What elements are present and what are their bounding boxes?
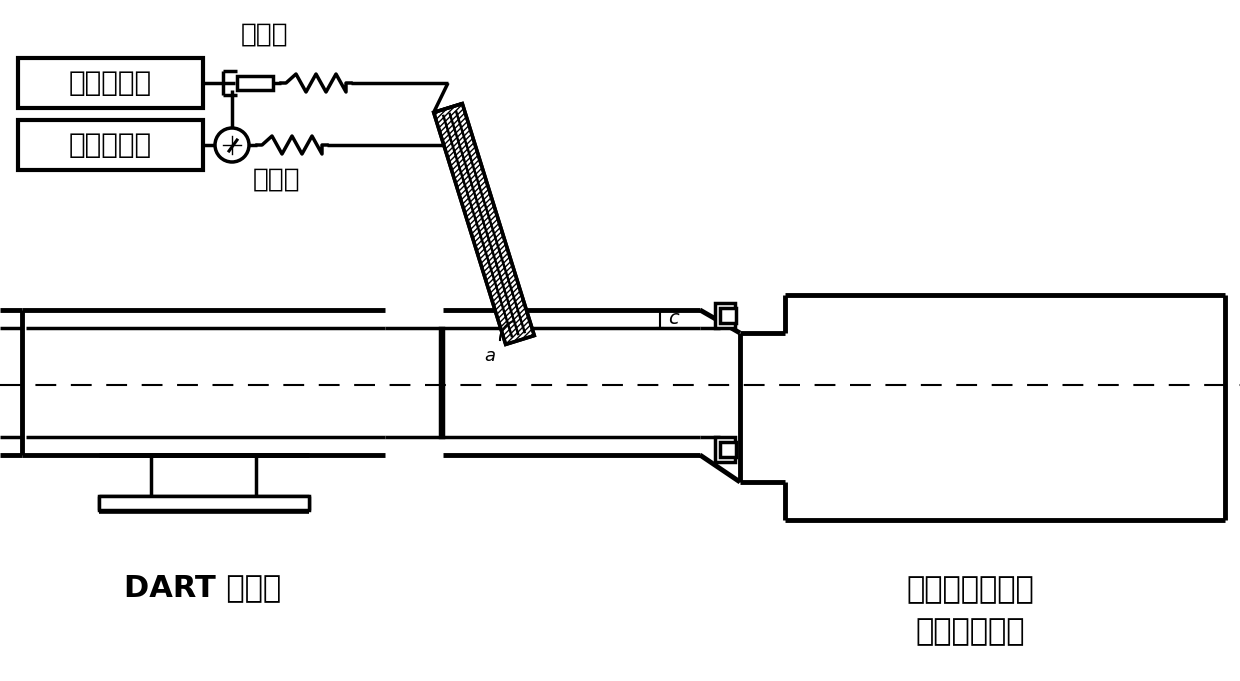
Bar: [720, 442, 737, 457]
Text: c: c: [668, 309, 678, 328]
Text: a: a: [485, 347, 496, 365]
Bar: [19, 120, 203, 170]
Bar: [715, 303, 735, 328]
Bar: [440, 328, 443, 437]
Circle shape: [215, 128, 249, 162]
Text: DART 电离源: DART 电离源: [124, 573, 281, 603]
Polygon shape: [434, 104, 534, 345]
Text: 压力表: 压力表: [253, 167, 301, 193]
Text: 石油类样品: 石油类样品: [69, 69, 153, 97]
Bar: [19, 58, 203, 108]
Bar: [720, 308, 737, 323]
Text: 傅里叶变换离子: 傅里叶变换离子: [906, 575, 1034, 605]
Text: 注射泵: 注射泵: [242, 22, 289, 48]
Bar: [237, 76, 273, 90]
Bar: [98, 496, 309, 510]
Bar: [715, 437, 735, 462]
Text: 回旋共振质谱: 回旋共振质谱: [915, 618, 1024, 646]
Text: 含氧混合气: 含氧混合气: [69, 131, 153, 159]
